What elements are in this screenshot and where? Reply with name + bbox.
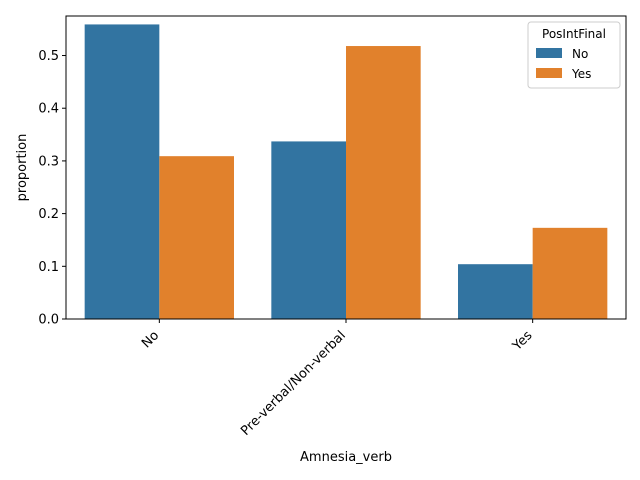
bar-no-0: [84, 24, 160, 319]
y-tick-label: 0.5: [38, 49, 59, 64]
x-tick-label: Yes: [509, 328, 535, 354]
bars-group: [84, 24, 608, 319]
y-tick-label: 0.2: [38, 207, 59, 222]
bar-no-2: [458, 264, 533, 319]
x-tick-label: No: [139, 328, 162, 351]
legend-items: No Yes: [536, 47, 591, 81]
y-tick-label: 0.0: [38, 313, 59, 328]
y-tick-label: 0.4: [38, 102, 59, 117]
legend-swatch-yes: [536, 68, 562, 78]
bar-yes-2: [532, 227, 608, 319]
legend-title: PosIntFinal: [542, 27, 606, 41]
legend-label-yes: Yes: [571, 67, 591, 81]
y-axis-label: proportion: [15, 134, 30, 202]
bar-yes-0: [159, 156, 234, 319]
legend-label-no: No: [572, 47, 588, 61]
bar-no-1: [271, 141, 346, 319]
y-axis-ticks: 0.0 0.1 0.2 0.3 0.4 0.5: [38, 49, 66, 328]
x-axis-ticks: No Pre-verbal/Non-verbal Yes: [139, 319, 536, 439]
x-tick-label: Pre-verbal/Non-verbal: [238, 328, 349, 439]
legend-swatch-no: [536, 48, 562, 58]
x-axis-label: Amnesia_verb: [300, 450, 392, 465]
legend: PosIntFinal No Yes: [527, 21, 621, 89]
y-tick-label: 0.1: [38, 260, 59, 275]
bar-yes-1: [346, 46, 421, 319]
y-tick-label: 0.3: [38, 154, 59, 169]
